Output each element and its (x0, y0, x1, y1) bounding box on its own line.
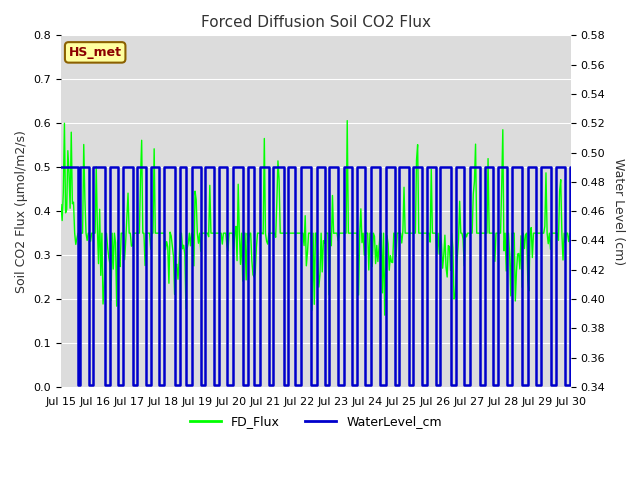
Legend: FD_Flux, WaterLevel_cm: FD_Flux, WaterLevel_cm (185, 410, 447, 433)
Title: Forced Diffusion Soil CO2 Flux: Forced Diffusion Soil CO2 Flux (201, 15, 431, 30)
Y-axis label: Soil CO2 Flux (μmol/m2/s): Soil CO2 Flux (μmol/m2/s) (15, 130, 28, 293)
Text: HS_met: HS_met (68, 46, 122, 59)
Y-axis label: Water Level (cm): Water Level (cm) (612, 157, 625, 265)
